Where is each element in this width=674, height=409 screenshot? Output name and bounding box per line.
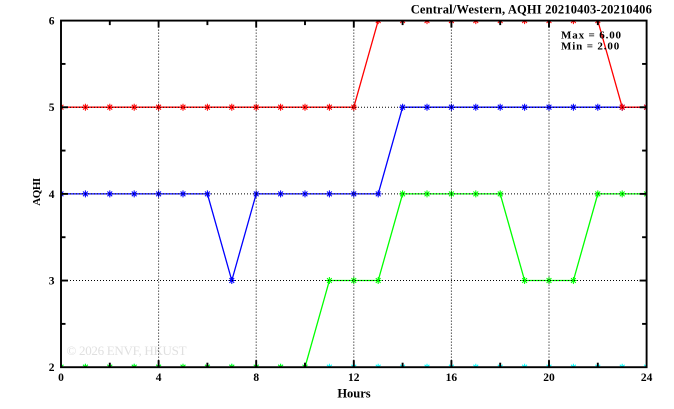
svg-text:5: 5	[49, 102, 55, 114]
svg-text:16: 16	[446, 372, 458, 384]
svg-text:8: 8	[253, 372, 259, 384]
svg-text:Max = 6.00: Max = 6.00	[561, 29, 622, 41]
svg-text:4: 4	[156, 372, 162, 384]
svg-text:6: 6	[49, 16, 55, 28]
svg-text:24: 24	[641, 372, 653, 384]
svg-text:AQHI: AQHI	[31, 178, 43, 206]
svg-text:Hours: Hours	[337, 387, 370, 401]
svg-text:4: 4	[49, 189, 55, 201]
svg-text:© 2026 ENVF, HKUST: © 2026 ENVF, HKUST	[67, 343, 187, 358]
svg-text:2: 2	[49, 362, 55, 374]
svg-text:3: 3	[49, 275, 55, 287]
svg-text:12: 12	[348, 372, 360, 384]
svg-text:Min = 2.00: Min = 2.00	[561, 41, 620, 53]
svg-text:0: 0	[58, 372, 64, 384]
svg-text:Central/Western, AQHI 20210403: Central/Western, AQHI 20210403-20210406	[411, 3, 652, 17]
svg-text:20: 20	[543, 372, 555, 384]
